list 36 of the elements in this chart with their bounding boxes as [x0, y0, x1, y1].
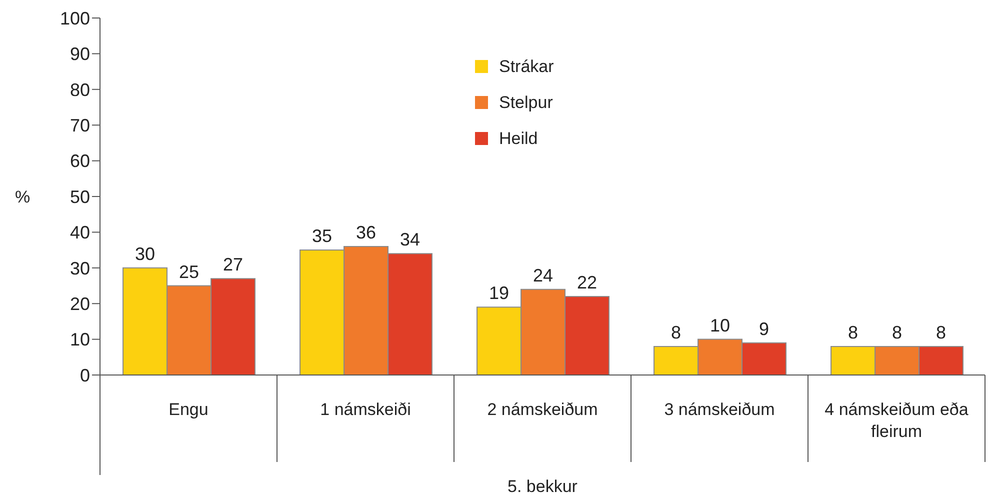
legend-label: Strákar [499, 57, 554, 76]
data-label: 8 [848, 322, 858, 342]
y-tick-label: 20 [70, 294, 90, 314]
y-tick-label: 50 [70, 186, 90, 207]
data-label: 25 [178, 262, 200, 282]
data-label: 30 [134, 244, 156, 264]
x-axis-title: 5. bekkur [508, 477, 578, 496]
data-label: 10 [710, 315, 730, 336]
legend-label: Heild [499, 129, 538, 148]
data-label: 27 [222, 254, 244, 275]
y-axis-title: % [15, 188, 30, 207]
x-tick-label: Engu [168, 400, 208, 419]
y-tick-label: 10 [70, 330, 90, 350]
data-label: 22 [576, 272, 598, 292]
y-tick-label: 90 [70, 44, 90, 64]
data-label: 8 [892, 322, 902, 342]
data-label: 35 [312, 226, 332, 246]
data-label: 24 [532, 265, 554, 286]
data-label: 36 [356, 222, 376, 242]
data-label: 8 [936, 322, 946, 342]
y-tick-label: 30 [70, 258, 90, 278]
x-tick-label: 4 námskeiðum eða fleirum [824, 400, 969, 441]
y-tick-label: 70 [70, 115, 90, 136]
y-tick-label: 0 [80, 365, 90, 386]
x-tick-label: 1 námskeiði [320, 400, 411, 419]
data-label: 8 [671, 322, 682, 342]
data-label: 19 [488, 283, 510, 304]
data-label: 34 [400, 230, 420, 250]
legend-label: Stelpur [499, 93, 554, 112]
y-tick-label: 80 [70, 80, 90, 100]
data-label: 9 [759, 318, 770, 339]
x-tick-label: 3 námskeiðum [664, 400, 775, 419]
y-tick-label: 100 [60, 8, 90, 28]
x-tick-label: 2 námskeiðum [487, 400, 598, 419]
y-tick-label: 60 [70, 151, 90, 172]
y-tick-label: 40 [70, 222, 90, 243]
